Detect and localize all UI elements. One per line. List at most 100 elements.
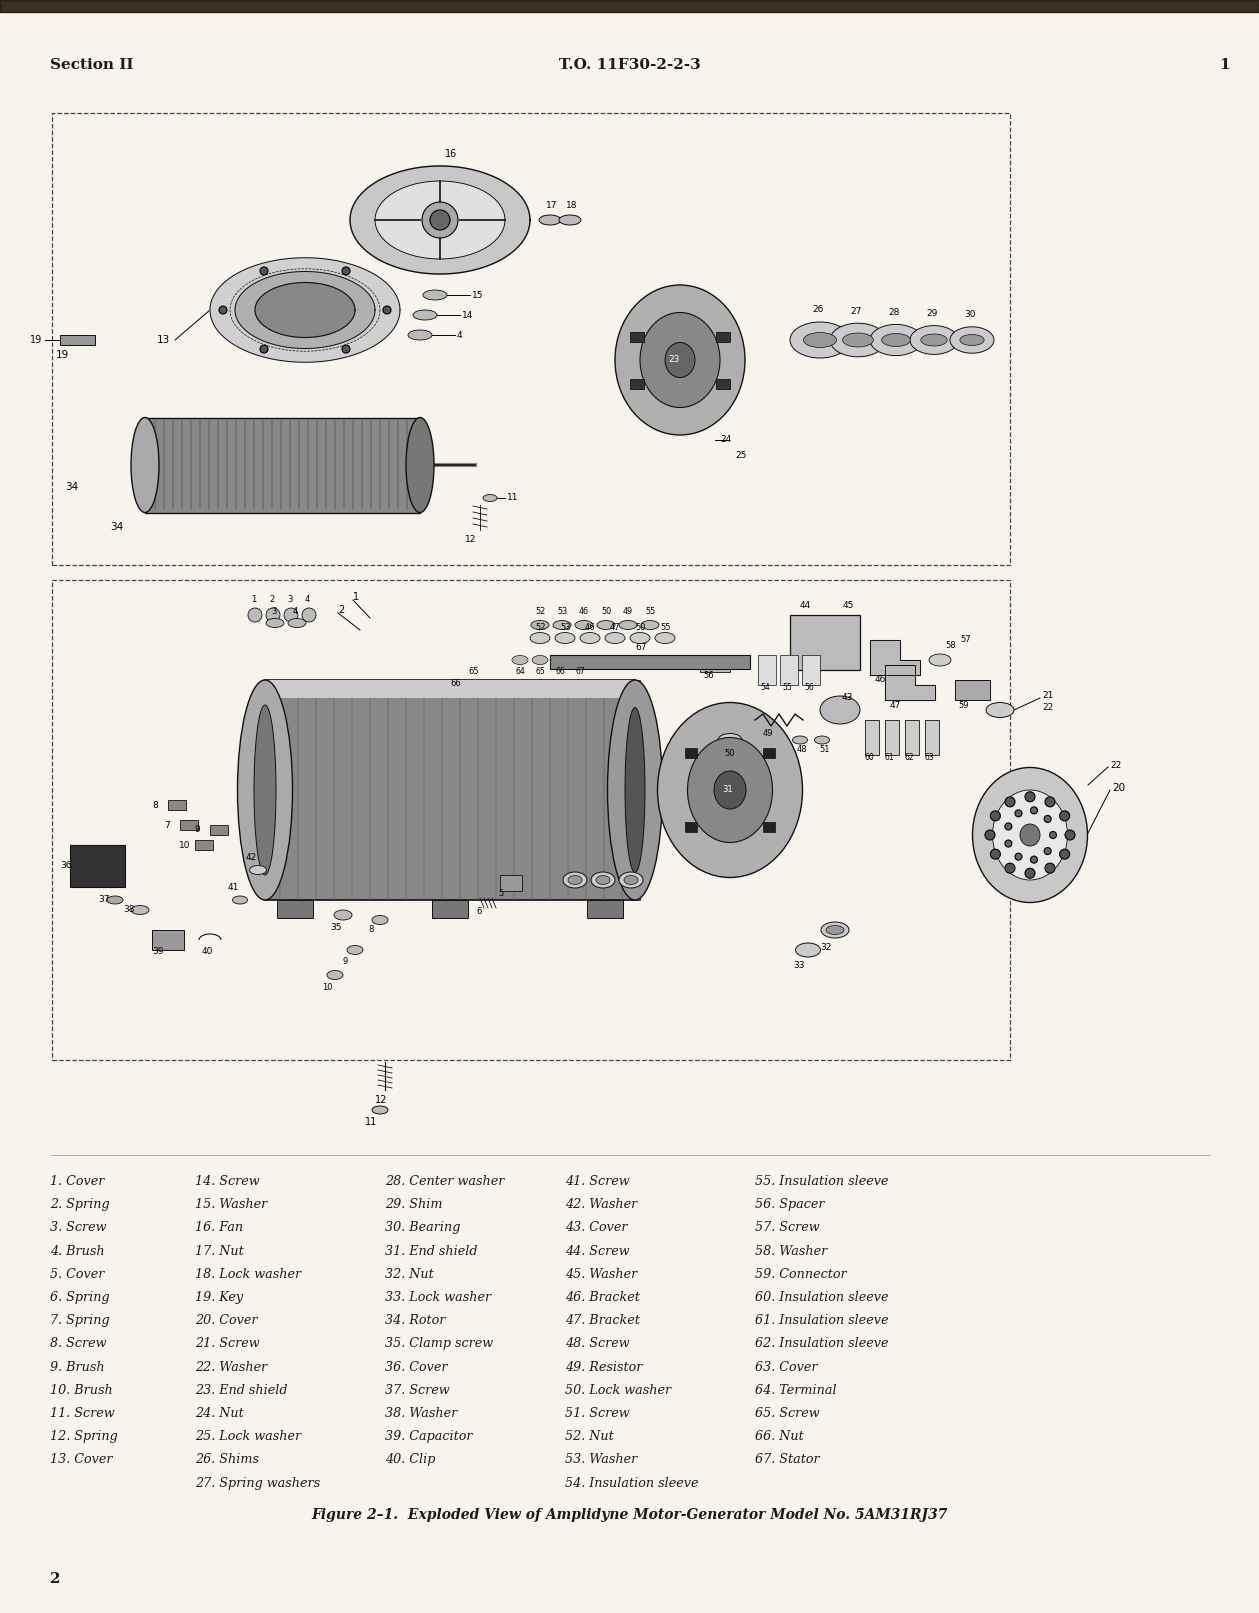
- Ellipse shape: [334, 910, 353, 919]
- Text: 46: 46: [875, 676, 886, 684]
- Ellipse shape: [826, 926, 844, 934]
- Ellipse shape: [959, 334, 985, 345]
- Ellipse shape: [327, 971, 342, 979]
- Text: 20. Cover: 20. Cover: [195, 1315, 258, 1327]
- Bar: [145, 418, 421, 513]
- Text: 55: 55: [645, 608, 655, 616]
- Ellipse shape: [512, 655, 528, 665]
- Ellipse shape: [261, 345, 268, 353]
- Text: 50: 50: [725, 750, 735, 758]
- Text: 31. End shield: 31. End shield: [385, 1245, 477, 1258]
- Text: 2: 2: [50, 1573, 60, 1586]
- Ellipse shape: [1031, 806, 1037, 815]
- Text: 34: 34: [65, 482, 78, 492]
- Bar: [685, 823, 697, 832]
- Text: 6. Spring: 6. Spring: [50, 1290, 110, 1303]
- Ellipse shape: [985, 831, 995, 840]
- Text: 11: 11: [507, 494, 519, 503]
- Ellipse shape: [1045, 797, 1055, 806]
- Ellipse shape: [606, 632, 624, 644]
- Text: 49. Resistor: 49. Resistor: [565, 1361, 642, 1374]
- Ellipse shape: [1050, 831, 1056, 839]
- Bar: [52, 581, 1010, 1060]
- Text: 65: 65: [536, 668, 545, 676]
- Text: 29: 29: [927, 310, 938, 318]
- Text: 43: 43: [842, 694, 854, 703]
- Ellipse shape: [972, 768, 1088, 903]
- Text: 17: 17: [546, 200, 558, 210]
- Bar: [180, 819, 198, 831]
- Ellipse shape: [657, 703, 802, 877]
- Text: 14. Screw: 14. Screw: [195, 1174, 259, 1189]
- Text: 45. Washer: 45. Washer: [565, 1268, 637, 1281]
- Text: 24. Nut: 24. Nut: [195, 1407, 244, 1419]
- Ellipse shape: [1025, 792, 1035, 802]
- Text: 8: 8: [152, 800, 157, 810]
- Ellipse shape: [575, 621, 593, 629]
- Bar: [432, 900, 468, 918]
- Polygon shape: [350, 166, 530, 274]
- Bar: [885, 719, 899, 755]
- Ellipse shape: [992, 790, 1068, 881]
- Ellipse shape: [408, 331, 432, 340]
- Ellipse shape: [624, 708, 645, 873]
- Ellipse shape: [830, 323, 886, 356]
- Ellipse shape: [347, 945, 363, 955]
- Text: 35. Clamp screw: 35. Clamp screw: [385, 1337, 494, 1350]
- Ellipse shape: [655, 632, 675, 644]
- Text: 60. Insulation sleeve: 60. Insulation sleeve: [755, 1290, 889, 1303]
- Ellipse shape: [718, 734, 742, 747]
- Text: 27. Spring washers: 27. Spring washers: [195, 1476, 320, 1489]
- Ellipse shape: [342, 266, 350, 274]
- Ellipse shape: [1005, 823, 1012, 831]
- Text: 55: 55: [660, 624, 671, 632]
- Bar: [925, 719, 939, 755]
- Text: 32: 32: [820, 944, 831, 953]
- Bar: [167, 800, 186, 810]
- Text: 53. Washer: 53. Washer: [565, 1453, 637, 1466]
- Text: 27: 27: [850, 306, 861, 316]
- Text: 67: 67: [577, 668, 585, 676]
- Ellipse shape: [1025, 868, 1035, 877]
- Text: 40. Clip: 40. Clip: [385, 1453, 436, 1466]
- Text: 10: 10: [322, 984, 332, 992]
- Text: 18: 18: [567, 200, 578, 210]
- Text: 56: 56: [703, 671, 714, 681]
- Ellipse shape: [597, 621, 614, 629]
- Text: 67. Stator: 67. Stator: [755, 1453, 820, 1466]
- Polygon shape: [210, 258, 400, 363]
- Text: 9. Brush: 9. Brush: [50, 1361, 104, 1374]
- Text: 1: 1: [1220, 58, 1230, 73]
- Text: 65. Screw: 65. Screw: [755, 1407, 820, 1419]
- Text: 46. Bracket: 46. Bracket: [565, 1290, 640, 1303]
- Text: 39: 39: [152, 947, 164, 957]
- Ellipse shape: [619, 873, 643, 889]
- Bar: [195, 840, 213, 850]
- Text: 4: 4: [293, 608, 298, 616]
- Ellipse shape: [951, 327, 995, 353]
- Ellipse shape: [572, 655, 588, 665]
- Text: 7: 7: [164, 821, 170, 829]
- Text: 19. Key: 19. Key: [195, 1290, 243, 1303]
- Ellipse shape: [266, 608, 279, 623]
- Text: 30: 30: [964, 310, 976, 319]
- Bar: [763, 823, 774, 832]
- Ellipse shape: [483, 495, 497, 502]
- Text: 34: 34: [110, 523, 123, 532]
- Text: 15. Washer: 15. Washer: [195, 1198, 267, 1211]
- Bar: [152, 931, 184, 950]
- Text: 55. Insulation sleeve: 55. Insulation sleeve: [755, 1174, 889, 1189]
- Text: 32. Nut: 32. Nut: [385, 1268, 434, 1281]
- Bar: [685, 747, 697, 758]
- Text: 4: 4: [305, 595, 310, 605]
- Bar: [802, 655, 820, 686]
- Text: 37: 37: [98, 895, 110, 905]
- Polygon shape: [885, 665, 935, 700]
- Ellipse shape: [1020, 824, 1040, 845]
- Ellipse shape: [238, 681, 292, 900]
- Text: 53: 53: [556, 608, 567, 616]
- Bar: [758, 655, 776, 686]
- Text: 28: 28: [888, 308, 899, 316]
- Text: 13: 13: [157, 336, 170, 345]
- Text: 22. Washer: 22. Washer: [195, 1361, 267, 1374]
